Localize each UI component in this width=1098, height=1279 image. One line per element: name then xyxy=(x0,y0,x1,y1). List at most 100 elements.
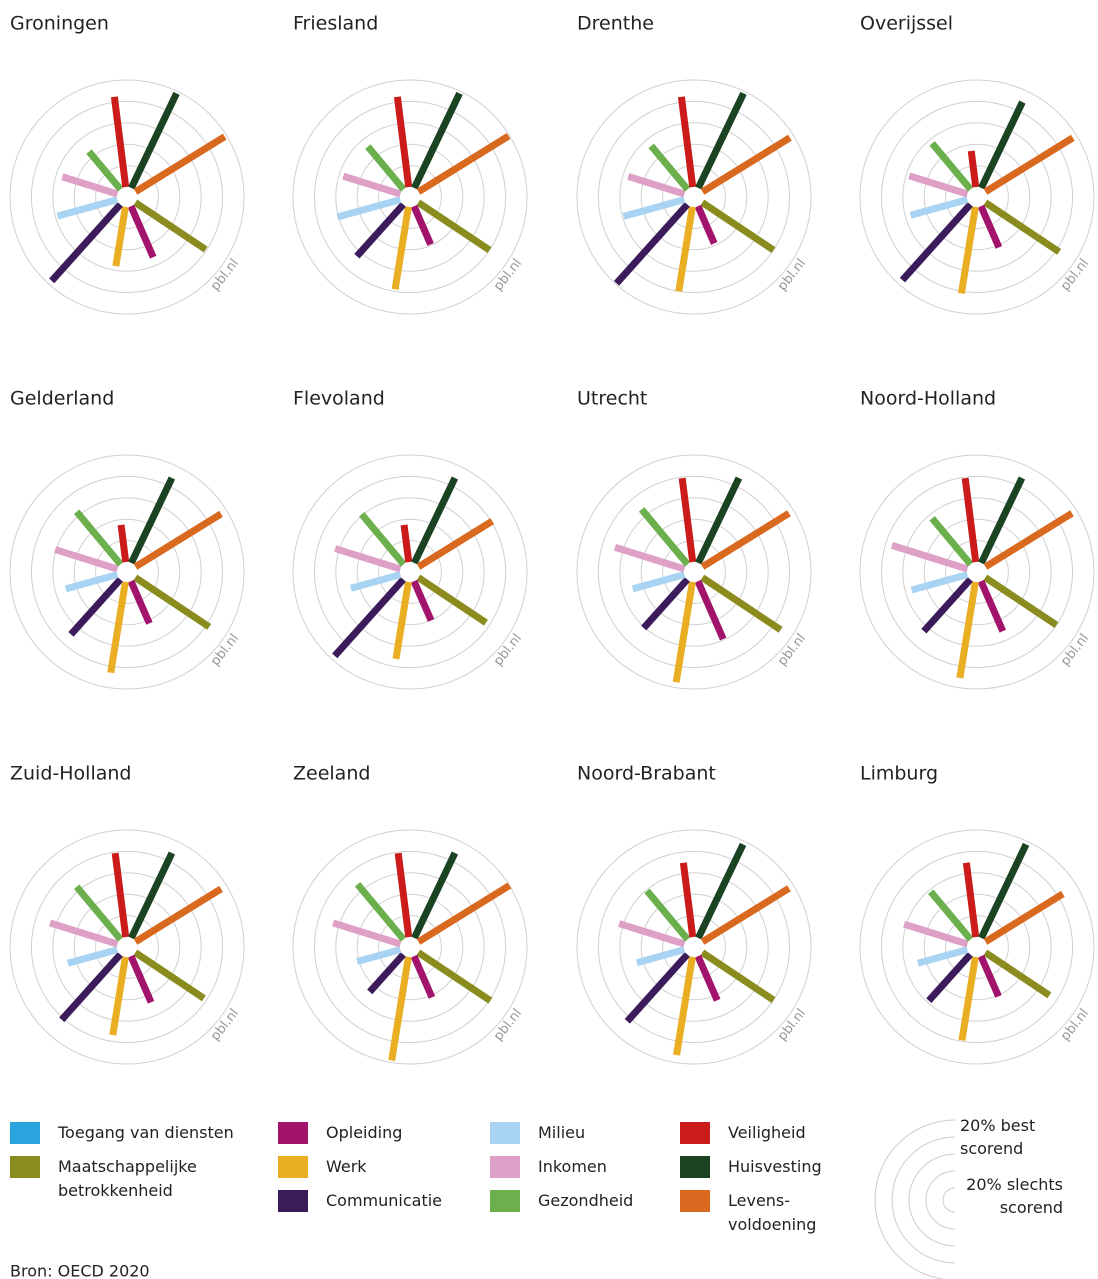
watermark: pbl.nl xyxy=(491,631,525,669)
bar xyxy=(416,949,493,1004)
bar xyxy=(983,574,1059,628)
bar xyxy=(983,199,1062,255)
grid-ring xyxy=(576,79,812,315)
chart-title: Limburg xyxy=(860,763,938,785)
bar xyxy=(890,542,969,573)
grid-ring xyxy=(902,122,1052,272)
grid-ring xyxy=(902,497,1052,647)
bar xyxy=(393,96,413,188)
grid-ring xyxy=(95,540,159,604)
grid-ring xyxy=(9,454,245,690)
bar xyxy=(983,134,1075,195)
legend-swatch xyxy=(680,1122,710,1144)
bar xyxy=(107,581,129,674)
grid-ring xyxy=(923,893,1031,1001)
grid-ring xyxy=(859,454,1095,690)
legend-swatch xyxy=(490,1156,520,1178)
grid-ring xyxy=(640,518,748,626)
bar xyxy=(967,150,980,188)
bar xyxy=(622,196,686,220)
grid-ring xyxy=(640,893,748,1001)
bar xyxy=(133,949,206,1002)
bar xyxy=(68,577,123,637)
bar xyxy=(929,141,974,192)
grid-ring xyxy=(52,872,202,1022)
watermark: pbl.nl xyxy=(1058,631,1092,669)
bar xyxy=(133,199,208,253)
grid-ring xyxy=(335,872,485,1022)
bar xyxy=(613,202,690,286)
bar xyxy=(127,579,153,625)
grid-ring xyxy=(662,915,726,979)
bar xyxy=(983,510,1074,570)
legend-label: Toegang van diensten xyxy=(58,1123,234,1142)
bar xyxy=(675,206,696,292)
legend-label: Levens- voldoening xyxy=(728,1191,817,1234)
grid-ring xyxy=(335,122,485,272)
grid-ring xyxy=(945,165,1009,229)
bar xyxy=(694,579,727,641)
grid-ring xyxy=(945,540,1009,604)
legend-swatch xyxy=(490,1190,520,1212)
legend-swatch xyxy=(680,1190,710,1212)
chart-title: Friesland xyxy=(293,13,378,35)
grid-ring xyxy=(313,100,507,294)
bar xyxy=(624,952,690,1024)
chart-title: Flevoland xyxy=(293,388,385,410)
bar xyxy=(613,543,686,573)
bar xyxy=(133,885,223,945)
legend-label: Inkomen xyxy=(538,1157,607,1176)
bar xyxy=(929,516,974,567)
bar xyxy=(958,956,979,1041)
bar xyxy=(128,476,176,565)
bar xyxy=(86,149,124,192)
grid-ring xyxy=(880,475,1074,669)
grid-ring xyxy=(9,79,245,315)
watermark: pbl.nl xyxy=(1058,1006,1092,1044)
grid-ring xyxy=(313,475,507,669)
grid-ring xyxy=(378,540,442,604)
grid-ring xyxy=(576,829,812,1065)
bar xyxy=(641,577,690,631)
bar xyxy=(644,888,691,942)
bar xyxy=(700,134,792,195)
bar xyxy=(648,143,691,192)
bar xyxy=(332,919,402,948)
bar xyxy=(411,851,459,940)
grid-ring xyxy=(597,850,791,1044)
grid-ring xyxy=(923,518,1031,626)
bar xyxy=(112,206,129,267)
bar xyxy=(110,96,130,188)
chart-title: Overijssel xyxy=(860,13,953,35)
bar xyxy=(962,862,980,938)
bar xyxy=(127,204,157,259)
grid-ring xyxy=(9,829,245,1065)
source: Bron: OECD 2020 xyxy=(10,1262,150,1279)
bar xyxy=(638,507,691,567)
legend-swatch xyxy=(10,1122,40,1144)
legend-swatch xyxy=(10,1156,40,1178)
bar xyxy=(899,202,973,283)
bar xyxy=(695,476,743,565)
chart-title: Noord-Holland xyxy=(860,388,996,410)
grid-ring xyxy=(619,122,769,272)
bar xyxy=(133,510,223,570)
bar xyxy=(59,952,123,1023)
watermark: pbl.nl xyxy=(208,631,242,669)
bar xyxy=(49,202,123,284)
bar xyxy=(700,510,791,570)
legend-label: Milieu xyxy=(538,1123,586,1142)
bar xyxy=(416,518,495,570)
grid-ring xyxy=(378,915,442,979)
bar xyxy=(367,952,406,995)
watermark: pbl.nl xyxy=(1058,256,1092,294)
bar xyxy=(73,884,124,942)
bar xyxy=(61,173,119,198)
grid-ring xyxy=(902,872,1052,1022)
grid-ring xyxy=(335,497,485,647)
grid-ring xyxy=(662,165,726,229)
bar xyxy=(416,882,512,945)
grid-ring xyxy=(73,143,181,251)
grid-ring xyxy=(945,915,1009,979)
